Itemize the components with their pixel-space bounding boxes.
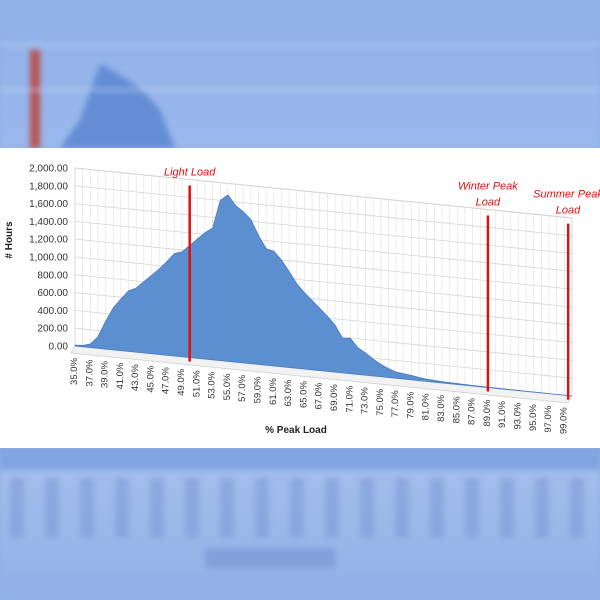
x-axis-label: % Peak Load	[265, 425, 327, 436]
y-tick-label: 200.00	[37, 324, 68, 335]
y-axis-label: # Hours	[4, 221, 15, 259]
x-tick-label: 87.0%	[467, 397, 478, 424]
y-tick-label: 400.00	[37, 306, 68, 317]
x-tick-label: 63.0%	[283, 379, 294, 406]
x-tick-label: 71.0%	[344, 385, 355, 412]
x-tick-label: 93.0%	[512, 402, 523, 429]
x-tick-label: 89.0%	[482, 399, 493, 426]
chart-area-layer	[74, 194, 573, 397]
blurred-chart-echo-top	[0, 44, 600, 148]
y-tick-label: 1,600.00	[29, 199, 68, 210]
y-tick-label: 0.00	[49, 342, 69, 353]
x-tick-label: 67.0%	[314, 382, 325, 409]
annotation-label: Load	[556, 205, 581, 217]
grid-line-horizontal	[74, 256, 573, 308]
grid-line-horizontal	[74, 167, 573, 219]
area-chart: 0.00 200.00 400.00 600.00 800.00 1,000.00 1,20…	[4, 164, 600, 437]
annotation-label: Light Load	[164, 167, 216, 179]
chart-card: 0.00 200.00 400.00 600.00 800.00 1,000.00 1,20…	[0, 148, 600, 448]
grid-line-horizontal	[74, 203, 573, 254]
blurred-chart-echo-bottom	[0, 448, 600, 568]
x-tick-label: 51.0%	[191, 370, 202, 397]
y-tick-label: 800.00	[37, 270, 68, 281]
annotation-label: Summer Peak	[533, 189, 600, 201]
y-axis: 0.00 200.00 400.00 600.00 800.00 1,000.00 1,20…	[29, 164, 68, 353]
grid-line-horizontal	[74, 221, 573, 272]
blurred-background-top	[0, 0, 600, 148]
x-tick-label: 69.0%	[329, 384, 340, 411]
x-tick-label: 41.0%	[115, 362, 126, 389]
x-tick-label: 83.0%	[436, 394, 447, 421]
annotation-label: Winter Peak	[458, 181, 518, 193]
x-tick-label: 77.0%	[390, 390, 401, 417]
x-tick-label: 53.0%	[207, 371, 218, 398]
x-tick-label: 59.0%	[253, 376, 264, 403]
x-tick-label: 43.0%	[130, 364, 141, 391]
x-tick-label: 65.0%	[298, 381, 309, 408]
grid-line-horizontal	[74, 238, 573, 290]
x-tick-label: 79.0%	[405, 391, 416, 418]
x-tick-label: 97.0%	[543, 405, 554, 432]
annotation-label: Load	[476, 197, 501, 209]
x-tick-label: 55.0%	[222, 373, 233, 400]
y-tick-label: 2,000.00	[29, 164, 68, 175]
x-tick-label: 99.0%	[558, 407, 569, 434]
y-tick-label: 600.00	[37, 288, 68, 299]
x-tick-label: 91.0%	[497, 401, 508, 428]
x-tick-label: 57.0%	[237, 374, 248, 401]
x-tick-label: 49.0%	[176, 368, 187, 395]
blurred-background-bottom	[0, 448, 600, 600]
x-tick-label: 35.0%	[69, 357, 80, 384]
area-series-0	[74, 194, 573, 397]
x-tick-label: 73.0%	[360, 387, 371, 414]
x-tick-label: 85.0%	[451, 396, 462, 423]
annotations: Light Load Winter Peak Load Summer Peak Load	[164, 167, 600, 400]
x-tick-label: 47.0%	[161, 367, 172, 394]
grid-line-horizontal	[74, 185, 573, 237]
y-tick-label: 1,400.00	[29, 217, 68, 228]
x-tick-label: 61.0%	[268, 377, 279, 404]
y-tick-label: 1,200.00	[29, 235, 68, 246]
x-tick-label: 39.0%	[100, 361, 111, 388]
x-axis: 35.0% 37.0% 39.0% 41.0% 43.0% 45.0% 47.0% 49.0%…	[69, 357, 569, 434]
y-tick-label: 1,000.00	[29, 253, 68, 264]
y-tick-label: 1,800.00	[29, 181, 68, 192]
x-tick-label: 45.0%	[145, 365, 156, 392]
x-tick-label: 37.0%	[84, 359, 95, 386]
x-tick-label: 95.0%	[528, 404, 539, 431]
x-tick-label: 81.0%	[421, 393, 432, 420]
x-tick-label: 75.0%	[375, 388, 386, 415]
